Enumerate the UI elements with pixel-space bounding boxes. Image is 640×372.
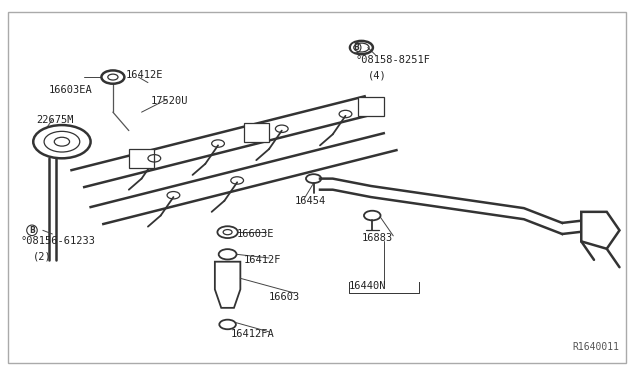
Text: 16603: 16603 bbox=[269, 292, 300, 302]
Text: (4): (4) bbox=[368, 70, 387, 80]
Text: °08158-8251F: °08158-8251F bbox=[355, 55, 430, 65]
Text: °08156-61233: °08156-61233 bbox=[20, 236, 95, 246]
Text: 16454: 16454 bbox=[294, 196, 326, 206]
Text: 16412FA: 16412FA bbox=[231, 329, 275, 339]
Text: B: B bbox=[353, 43, 358, 52]
Text: (2): (2) bbox=[33, 251, 52, 261]
Text: R1640011: R1640011 bbox=[573, 342, 620, 352]
Polygon shape bbox=[581, 212, 620, 249]
FancyBboxPatch shape bbox=[358, 97, 384, 116]
Text: 16883: 16883 bbox=[362, 233, 393, 243]
Text: 16440N: 16440N bbox=[349, 281, 386, 291]
Text: 16412E: 16412E bbox=[125, 70, 163, 80]
Polygon shape bbox=[215, 262, 241, 308]
Text: 16603E: 16603E bbox=[237, 229, 275, 239]
FancyBboxPatch shape bbox=[8, 13, 626, 363]
Text: 16412F: 16412F bbox=[244, 255, 281, 265]
Text: B: B bbox=[29, 226, 35, 235]
Text: 16603EA: 16603EA bbox=[49, 85, 93, 95]
FancyBboxPatch shape bbox=[129, 149, 154, 167]
Text: 17520U: 17520U bbox=[151, 96, 189, 106]
Text: 22675M: 22675M bbox=[36, 115, 74, 125]
FancyBboxPatch shape bbox=[244, 123, 269, 142]
